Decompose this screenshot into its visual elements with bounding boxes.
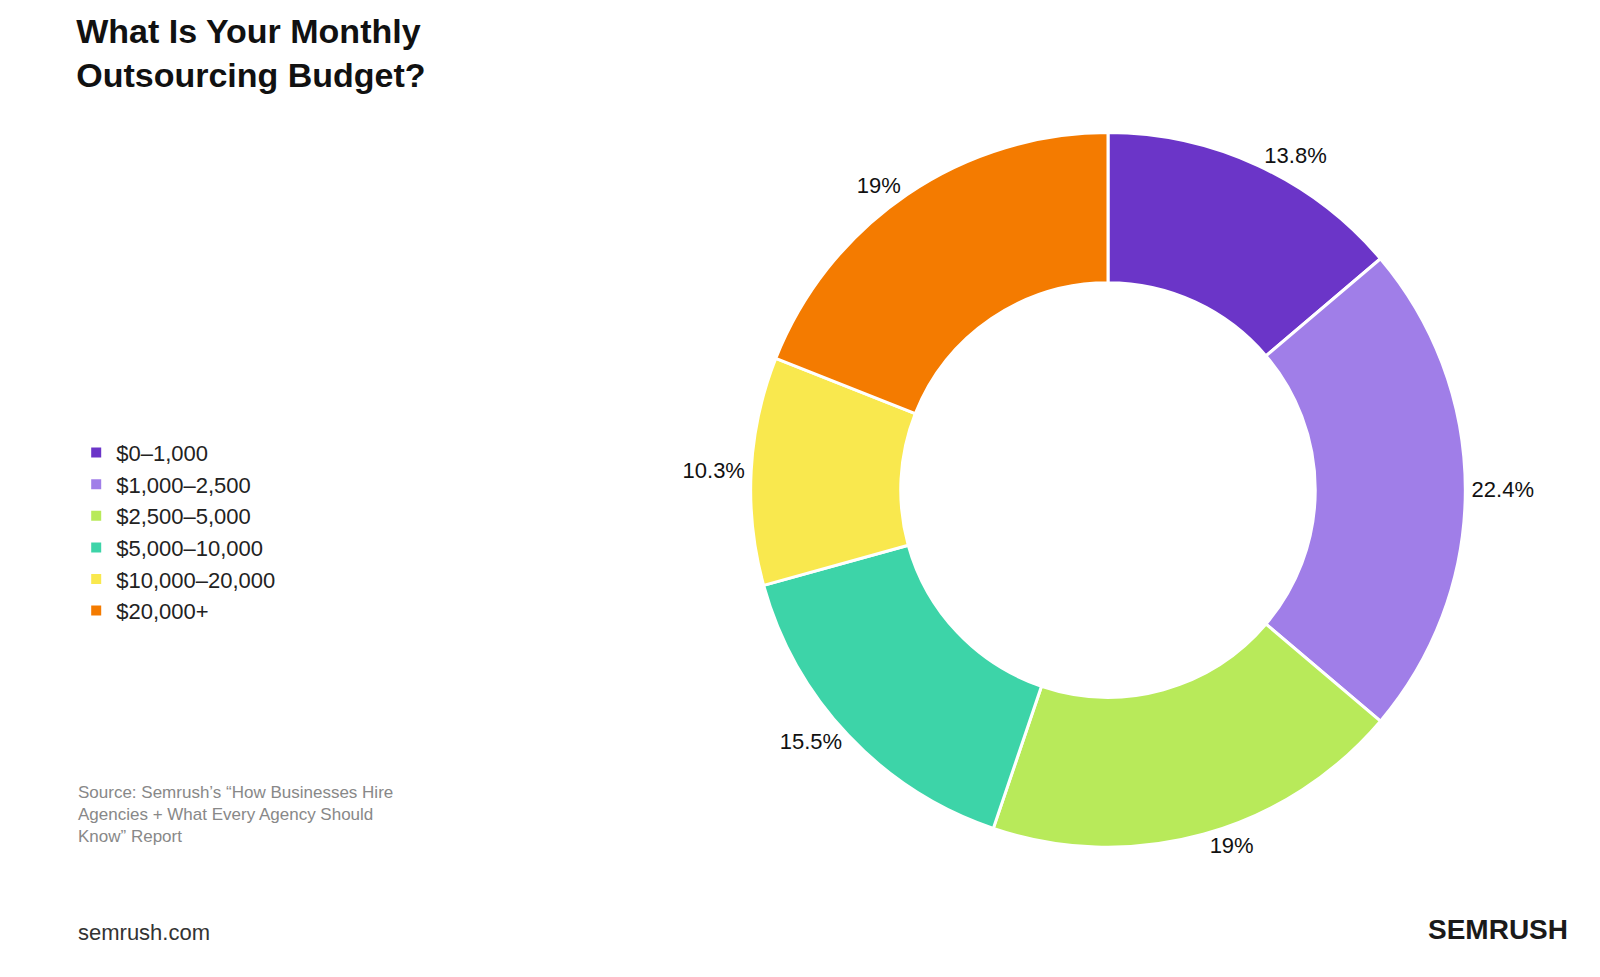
svg-text:SEMRUSH: SEMRUSH xyxy=(1428,914,1568,945)
svg-text:$2,500–5,000: $2,500–5,000 xyxy=(116,504,251,529)
svg-text:19%: 19% xyxy=(1210,833,1254,858)
svg-text:13.8%: 13.8% xyxy=(1264,143,1326,168)
svg-text:Source: Semrush’s “How Busines: Source: Semrush’s “How Businesses HireAg… xyxy=(78,783,393,846)
svg-text:$0–1,000: $0–1,000 xyxy=(116,441,208,466)
svg-text:semrush.com: semrush.com xyxy=(78,920,210,945)
svg-text:$5,000–10,000: $5,000–10,000 xyxy=(116,536,263,561)
svg-text:$20,000+: $20,000+ xyxy=(116,599,208,624)
svg-text:$10,000–20,000: $10,000–20,000 xyxy=(116,568,275,593)
svg-text:15.5%: 15.5% xyxy=(780,729,842,754)
svg-text:22.4%: 22.4% xyxy=(1472,477,1534,502)
svg-text:19%: 19% xyxy=(857,173,901,198)
svg-text:What Is Your MonthlyOutsourcin: What Is Your MonthlyOutsourcing Budget? xyxy=(76,12,425,94)
svg-text:$1,000–2,500: $1,000–2,500 xyxy=(116,473,251,498)
svg-text:10.3%: 10.3% xyxy=(683,458,745,483)
